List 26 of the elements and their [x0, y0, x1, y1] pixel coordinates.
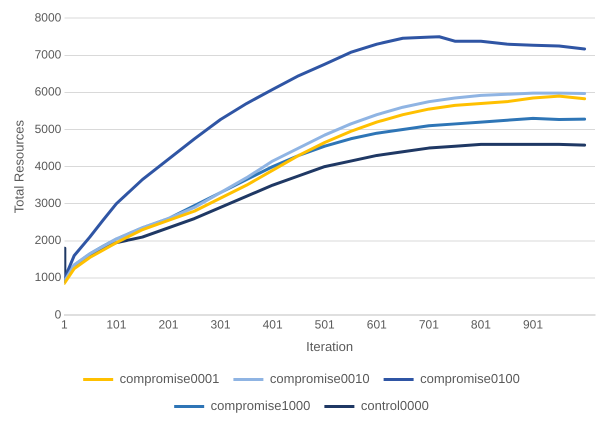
x-tick-label: 201: [158, 318, 179, 332]
y-axis-title: Total Resources: [11, 120, 26, 214]
x-tick-label: 301: [210, 318, 231, 332]
y-tick-label: 8000: [34, 10, 62, 25]
y-tick-label: 2000: [34, 233, 62, 248]
y-tick-label: 7000: [34, 48, 62, 62]
x-tick-label: 901: [523, 318, 544, 332]
legend-label: compromise1000: [210, 398, 310, 414]
x-tick-label: 701: [418, 318, 440, 332]
y-tick-label: 0: [54, 307, 62, 322]
y-tick-label: 6000: [34, 84, 62, 99]
legend-label: compromise0001: [120, 371, 220, 386]
legend-label: control0000: [360, 398, 429, 414]
y-tick-label: 1000: [34, 270, 62, 284]
x-tick-label: 501: [314, 318, 336, 332]
legend-label: compromise0100: [420, 371, 520, 386]
x-tick-label: 101: [106, 318, 127, 332]
x-tick-label: 401: [262, 318, 283, 332]
x-axis-title: Iteration: [306, 338, 354, 354]
y-tick-label: 5000: [34, 122, 62, 136]
x-tick-label: 1: [60, 318, 68, 332]
x-tick-label: 801: [470, 318, 492, 332]
x-tick-label: 601: [366, 318, 388, 332]
y-tick-label: 3000: [34, 196, 62, 210]
legend-label: compromise0010: [270, 371, 370, 386]
y-tick-label: 4000: [34, 158, 62, 173]
